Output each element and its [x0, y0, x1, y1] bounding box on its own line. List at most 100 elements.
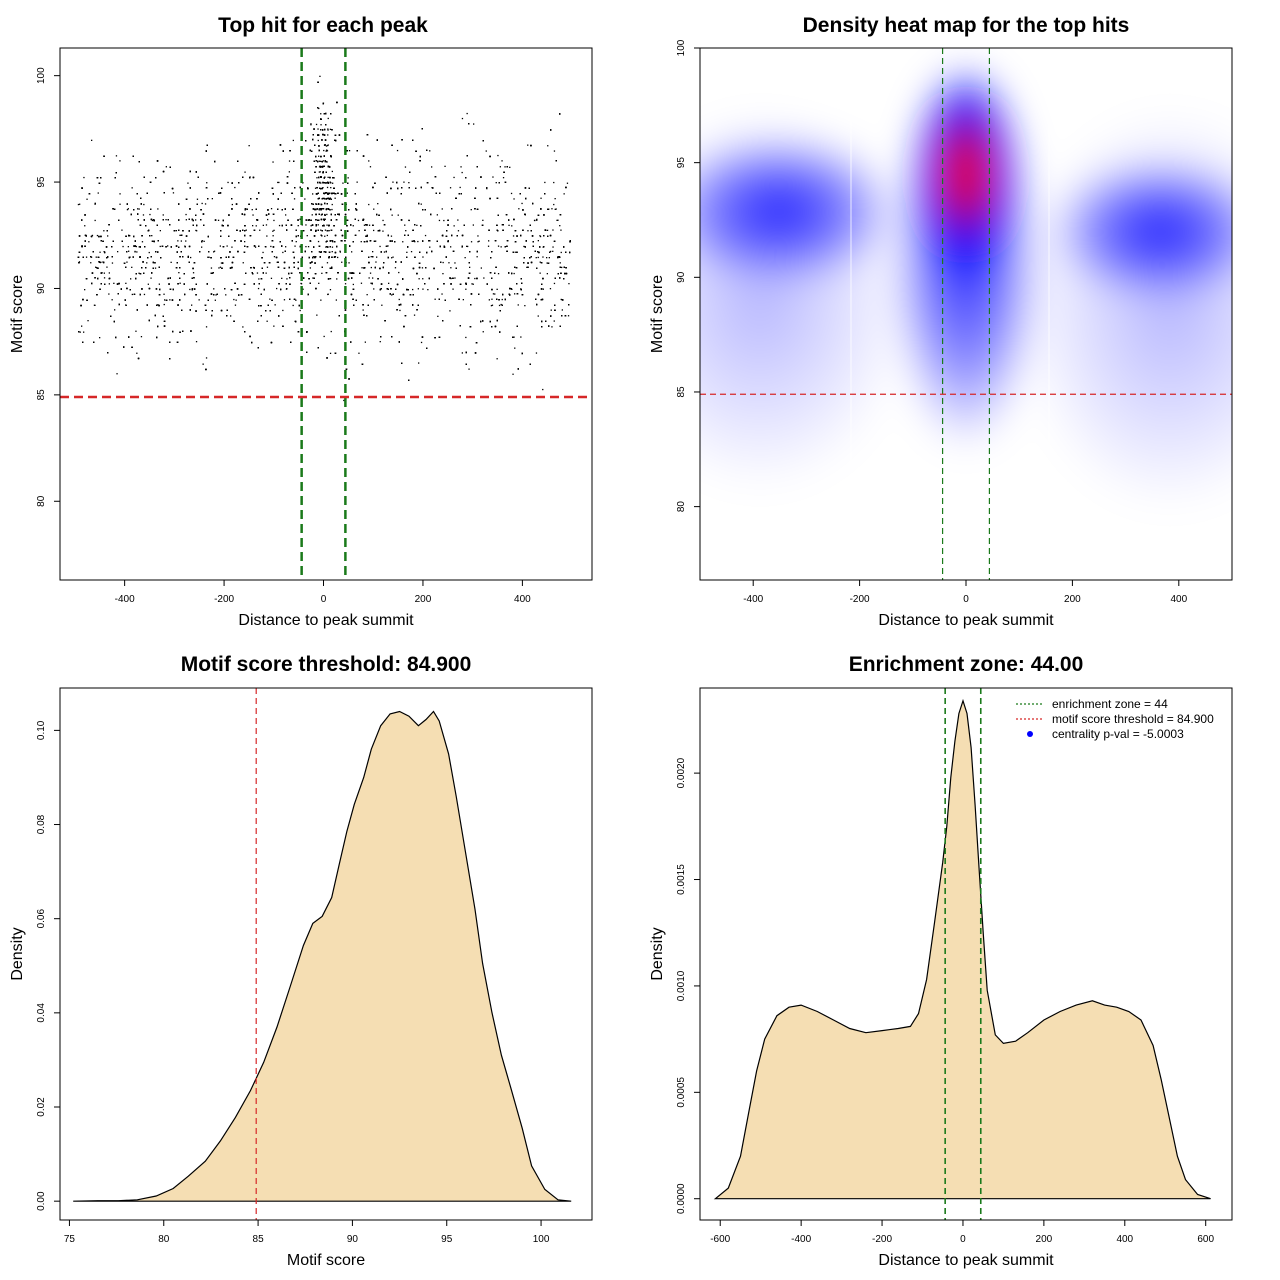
scatter-point: [278, 224, 281, 227]
scatter-point: [370, 282, 372, 284]
scatter-point: [281, 277, 283, 279]
scatter-point: [443, 219, 445, 222]
scatter-point: [299, 309, 301, 312]
scatter-point: [330, 330, 332, 333]
scatter-point: [270, 245, 272, 248]
scatter-point: [392, 256, 394, 258]
scatter-point: [527, 144, 529, 146]
scatter-point: [346, 192, 348, 194]
scatter-point: [297, 225, 299, 227]
scatter-point: [294, 245, 296, 247]
scatter-point: [331, 251, 333, 253]
scatter-point: [93, 304, 96, 306]
scatter-point: [172, 192, 175, 194]
scatter-point: [131, 187, 133, 189]
scatter-point: [119, 160, 121, 162]
scatter-point: [508, 224, 510, 226]
scatter-point: [138, 208, 140, 210]
scatter-point: [205, 326, 208, 328]
scatter-point: [329, 209, 331, 211]
scatter-point: [332, 182, 334, 184]
scatter-point: [329, 128, 332, 130]
scatter-point: [480, 267, 482, 269]
scatter-point: [474, 277, 476, 280]
scatter-point: [234, 186, 236, 189]
scatter-point: [413, 314, 416, 316]
scatter-point: [404, 224, 406, 226]
scatter-point: [537, 240, 539, 242]
scatter-point: [315, 123, 318, 126]
scatter-point: [527, 230, 529, 232]
scatter-point: [330, 187, 332, 189]
scatter-point: [203, 240, 205, 242]
scatter-point: [387, 245, 389, 247]
scatter-point: [254, 246, 257, 248]
scatter-point: [331, 203, 333, 206]
scatter-point: [322, 197, 324, 199]
scatter-point: [270, 208, 273, 210]
scatter-point: [497, 154, 499, 157]
scatter-point: [135, 245, 137, 248]
scatter-point: [185, 213, 187, 216]
scatter-point: [546, 257, 548, 259]
scatter-point: [270, 277, 273, 279]
scatter-point: [318, 251, 320, 253]
scatter-point: [196, 230, 198, 232]
scatter-point: [335, 299, 337, 301]
scatter-point: [322, 160, 324, 162]
scatter-point: [257, 287, 260, 290]
scatter-point: [305, 246, 307, 248]
scatter-point: [448, 262, 450, 264]
scatter-point: [394, 267, 397, 269]
scatter-point: [159, 230, 161, 232]
scatter-point: [79, 331, 81, 333]
scatter-point: [375, 240, 377, 242]
scatter-point: [206, 182, 208, 184]
scatter-point: [379, 341, 381, 343]
scatter-point: [403, 181, 405, 183]
scatter-point: [450, 246, 452, 248]
scatter-point: [352, 283, 354, 286]
scatter-point: [461, 117, 464, 120]
scatter-point: [421, 267, 424, 269]
scatter-point: [431, 166, 433, 168]
scatter-point: [314, 187, 317, 189]
scatter-point: [449, 310, 451, 312]
scatter-point: [321, 214, 323, 216]
scatter-point: [272, 161, 274, 163]
scatter-point: [553, 181, 555, 184]
scatter-point: [377, 203, 379, 205]
scatter-point: [309, 267, 311, 269]
scatter-point: [429, 246, 431, 248]
scatter-point: [466, 112, 468, 115]
scatter-point: [404, 166, 407, 168]
scatter-point: [567, 315, 570, 317]
scatter-point: [372, 251, 374, 253]
scatter-point: [96, 234, 99, 237]
scatter-point: [540, 197, 542, 199]
scatter-point: [513, 272, 515, 275]
scatter-point: [233, 298, 235, 301]
scatter-point: [185, 219, 187, 221]
scatter-point: [478, 240, 480, 242]
scatter-point: [116, 373, 118, 375]
scatter-point: [441, 208, 443, 210]
scatter-point: [347, 177, 349, 179]
scatter-point: [310, 123, 312, 125]
scatter-point: [542, 256, 544, 258]
scatter-point: [514, 251, 516, 253]
scatter-point: [399, 309, 401, 312]
scatter-point: [496, 288, 498, 290]
scatter-point: [408, 219, 410, 222]
scatter-point: [450, 277, 452, 280]
scatter-point: [83, 176, 85, 179]
scatter-point: [311, 214, 313, 216]
scatter-point: [372, 277, 374, 279]
scatter-point: [327, 293, 329, 296]
scatter-point: [265, 224, 268, 226]
scatter-point: [179, 282, 181, 284]
scatter-point: [142, 214, 145, 216]
scatter-point: [501, 298, 503, 301]
scatter-point: [225, 294, 227, 296]
scatter-point: [550, 309, 552, 311]
